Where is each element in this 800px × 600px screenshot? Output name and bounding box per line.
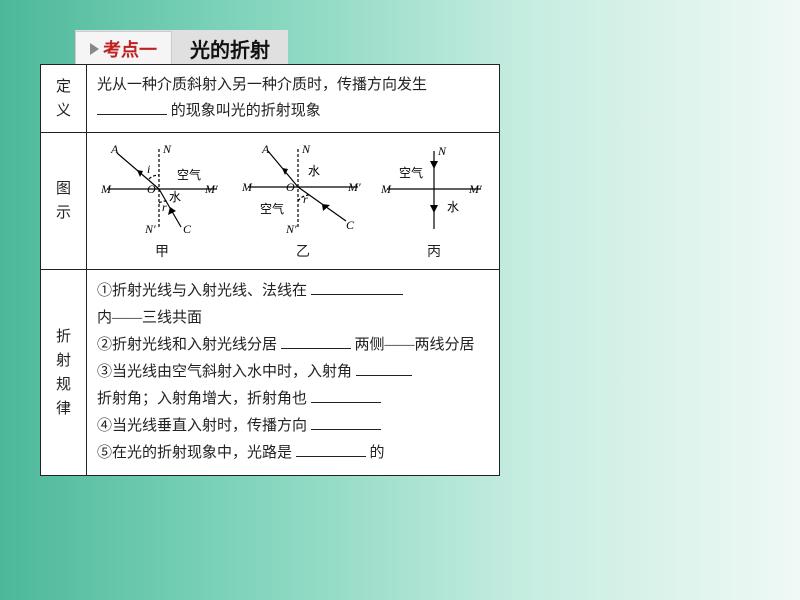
svg-text:M′: M′ bbox=[204, 182, 218, 196]
table-row: 图示 A N M bbox=[41, 133, 500, 270]
blank-line bbox=[356, 361, 412, 376]
rule-5a: ⑤在光的折射现象中，光路是 bbox=[97, 445, 292, 461]
svg-text:空气: 空气 bbox=[399, 165, 423, 180]
svg-text:M: M bbox=[241, 180, 253, 194]
svg-text:空气: 空气 bbox=[177, 167, 201, 182]
svg-text:N: N bbox=[437, 144, 447, 158]
svg-text:N′: N′ bbox=[285, 222, 297, 236]
rule-5b: 的 bbox=[370, 445, 385, 461]
svg-text:M′: M′ bbox=[468, 182, 482, 196]
blank-line bbox=[281, 334, 351, 349]
svg-text:N: N bbox=[301, 142, 311, 156]
rule-3b: 折射角；入射角增大，折射角也 bbox=[97, 391, 307, 407]
topic-button[interactable]: 考点一 bbox=[75, 31, 172, 67]
svg-text:M: M bbox=[380, 182, 392, 196]
diagram-cell: A N M M′ O N′ C i r 空气 水 甲 bbox=[87, 133, 500, 270]
svg-text:M′: M′ bbox=[347, 180, 361, 194]
svg-text:i: i bbox=[147, 162, 150, 176]
svg-text:N′: N′ bbox=[144, 222, 156, 236]
definition-text-pre: 光从一种介质斜射入另一种介质时，传播方向发生 bbox=[97, 77, 427, 93]
svg-text:O: O bbox=[286, 180, 295, 194]
svg-text:O: O bbox=[147, 182, 156, 196]
table-row: 折射 规律 ①折射光线与入射光线、法线在 内——三线共面 ②折射光线和入射光线分… bbox=[41, 270, 500, 476]
definition-cell: 光从一种介质斜射入另一种介质时，传播方向发生 的现象叫光的折射现象 bbox=[87, 65, 500, 133]
rule-1b: 内——三线共面 bbox=[97, 310, 202, 326]
diagram-yi-svg: A N M M′ O N′ C r 水 空气 bbox=[238, 141, 368, 239]
content-table: 定义 光从一种介质斜射入另一种介质时，传播方向发生 的现象叫光的折射现象 图示 bbox=[40, 64, 500, 476]
topic-title: 光的折射 bbox=[172, 30, 288, 67]
rules-cell: ①折射光线与入射光线、法线在 内——三线共面 ②折射光线和入射光线分居 两侧——… bbox=[87, 270, 500, 476]
svg-text:A: A bbox=[261, 142, 270, 156]
diagram-caption: 甲 bbox=[97, 241, 227, 261]
blank-line bbox=[97, 100, 167, 115]
diagram-jia-svg: A N M M′ O N′ C i r 空气 水 bbox=[97, 141, 227, 239]
svg-text:r: r bbox=[162, 200, 167, 214]
table-row: 定义 光从一种介质斜射入另一种介质时，传播方向发生 的现象叫光的折射现象 bbox=[41, 65, 500, 133]
svg-text:M: M bbox=[100, 182, 112, 196]
svg-text:水: 水 bbox=[308, 164, 320, 178]
blank-line bbox=[311, 280, 403, 295]
svg-text:水: 水 bbox=[169, 190, 181, 204]
row-head-rules: 折射 规律 bbox=[41, 270, 87, 476]
diagram-bing: N M M′ 空气 水 丙 bbox=[379, 141, 489, 261]
row-head-diagram: 图示 bbox=[41, 133, 87, 270]
rule-2b: 两侧——两线分居 bbox=[355, 337, 475, 353]
rule-4a: ④当光线垂直入射时，传播方向 bbox=[97, 418, 307, 434]
diagram-caption: 丙 bbox=[379, 241, 489, 261]
rule-3a: ③当光线由空气斜射入水中时，入射角 bbox=[97, 364, 352, 380]
svg-text:空气: 空气 bbox=[260, 201, 284, 216]
rules-head-2: 规律 bbox=[56, 377, 71, 417]
blank-line bbox=[296, 442, 366, 457]
rules-head-1: 折射 bbox=[56, 329, 71, 369]
diagram-caption: 乙 bbox=[238, 241, 368, 261]
row-head-definition: 定义 bbox=[41, 65, 87, 133]
svg-text:C: C bbox=[346, 218, 355, 232]
svg-text:水: 水 bbox=[447, 200, 459, 214]
rule-2a: ②折射光线和入射光线分居 bbox=[97, 337, 277, 353]
diagram-bing-svg: N M M′ 空气 水 bbox=[379, 141, 489, 239]
svg-text:C: C bbox=[183, 222, 192, 236]
svg-text:A: A bbox=[110, 142, 119, 156]
svg-text:r: r bbox=[303, 192, 308, 206]
blank-line bbox=[311, 388, 381, 403]
topic-header: 考点一 光的折射 bbox=[75, 30, 288, 67]
diagram-yi: A N M M′ O N′ C r 水 空气 乙 bbox=[238, 141, 368, 261]
blank-line bbox=[311, 415, 381, 430]
svg-text:N: N bbox=[162, 142, 172, 156]
diagram-jia: A N M M′ O N′ C i r 空气 水 甲 bbox=[97, 141, 227, 261]
rule-1a: ①折射光线与入射光线、法线在 bbox=[97, 283, 307, 299]
topic-button-label: 考点一 bbox=[103, 36, 157, 62]
play-icon bbox=[90, 43, 99, 55]
definition-text-post: 的现象叫光的折射现象 bbox=[171, 103, 321, 119]
